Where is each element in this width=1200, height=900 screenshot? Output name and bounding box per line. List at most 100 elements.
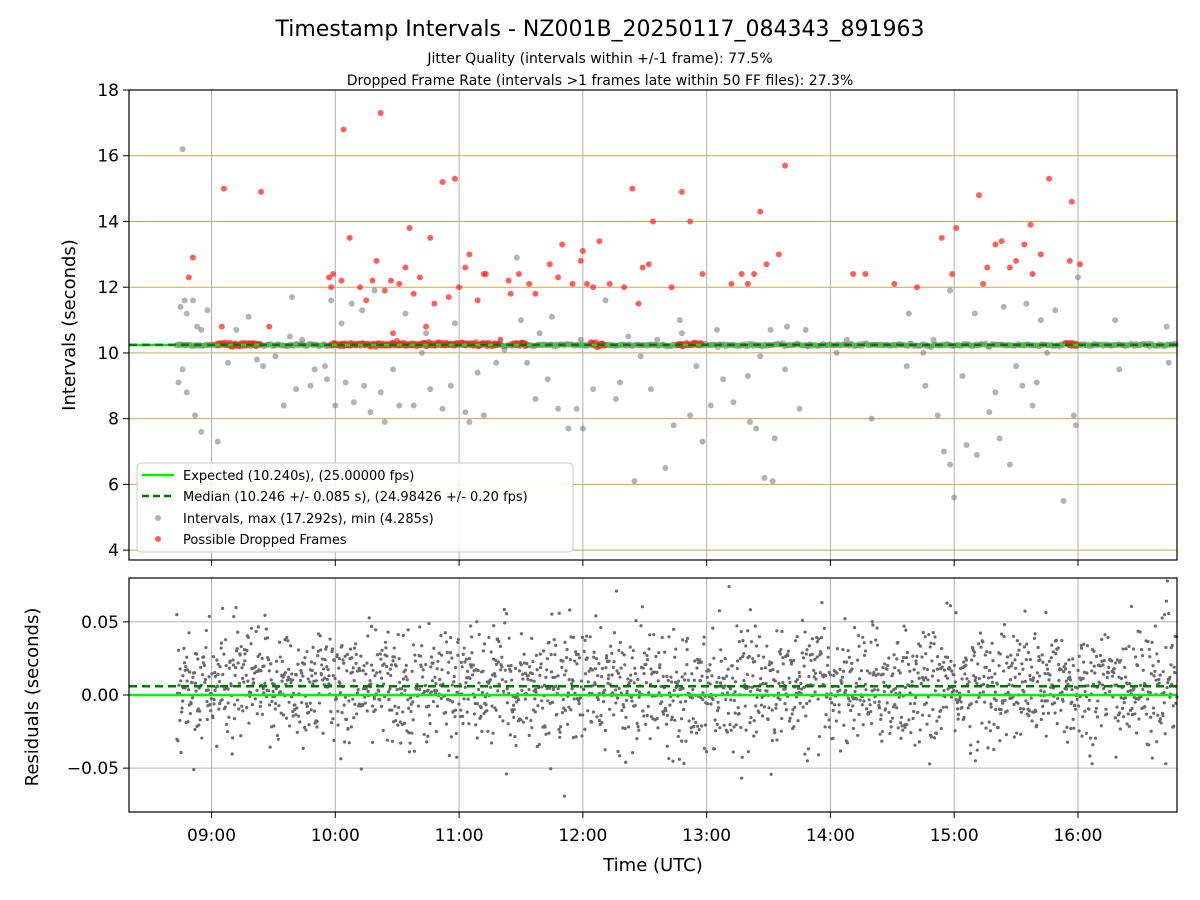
residual-point xyxy=(176,648,181,652)
residual-point xyxy=(550,612,554,616)
residual-point xyxy=(882,680,886,684)
residual-point xyxy=(351,697,355,701)
dropped-frame-point xyxy=(505,277,512,284)
residual-point xyxy=(728,723,732,727)
residual-point xyxy=(412,749,417,753)
residual-point xyxy=(713,729,718,733)
residual-point xyxy=(1015,731,1019,735)
residual-point xyxy=(700,674,704,678)
residual-point xyxy=(737,639,741,644)
residual-point xyxy=(319,648,323,652)
residual-point xyxy=(547,640,551,644)
dropped-frame-point xyxy=(451,175,458,182)
y-tick-label: 6 xyxy=(108,475,119,495)
residual-point xyxy=(535,744,539,749)
residual-point xyxy=(1073,703,1077,707)
residual-point xyxy=(634,618,638,623)
residual-point xyxy=(381,728,385,733)
residual-point xyxy=(242,680,246,684)
residual-point xyxy=(448,651,453,655)
dropped-frame-point xyxy=(445,294,452,301)
residual-point xyxy=(964,658,969,662)
residual-point xyxy=(735,667,739,671)
residual-point xyxy=(551,687,555,691)
dropped-frame-point xyxy=(596,238,603,245)
residual-point xyxy=(533,697,537,701)
residual-point xyxy=(289,644,293,648)
residual-point xyxy=(562,794,566,798)
residual-point xyxy=(300,700,304,705)
residual-point xyxy=(198,718,202,722)
residual-point xyxy=(817,734,821,739)
residual-point xyxy=(594,657,599,661)
residual-point xyxy=(269,662,273,666)
residual-point xyxy=(781,656,785,660)
dropped-frame-point xyxy=(439,179,446,186)
residual-point xyxy=(1079,643,1083,647)
residual-point xyxy=(1164,762,1168,766)
residual-point xyxy=(295,706,299,710)
residual-point xyxy=(242,648,247,652)
residual-point xyxy=(812,675,816,679)
dropped-frame-point xyxy=(1066,257,1073,264)
residual-point xyxy=(1102,687,1106,691)
residual-point xyxy=(401,710,405,714)
residual-point xyxy=(459,708,463,712)
residual-point xyxy=(1065,740,1070,744)
residual-point xyxy=(1163,732,1167,736)
residual-point xyxy=(615,669,619,673)
residual-point xyxy=(1165,686,1169,690)
residual-point xyxy=(770,708,774,712)
residual-point xyxy=(431,661,435,665)
residual-point xyxy=(774,706,778,710)
residual-point xyxy=(665,744,669,748)
interval-point xyxy=(951,494,958,501)
residual-point xyxy=(1023,679,1027,683)
residual-point xyxy=(335,653,339,657)
residual-point xyxy=(1073,707,1078,711)
dropped-frame-point xyxy=(569,280,576,287)
residual-point xyxy=(680,675,684,679)
residual-point xyxy=(917,676,921,680)
residual-point xyxy=(1118,727,1122,731)
residual-point xyxy=(1133,700,1137,704)
residual-point xyxy=(804,652,808,656)
interval-point xyxy=(693,363,700,370)
residual-point xyxy=(988,729,993,733)
residual-point xyxy=(956,717,960,721)
residual-point xyxy=(924,652,928,656)
residual-point xyxy=(556,674,560,678)
dropped-frame-point xyxy=(763,261,770,268)
residual-point xyxy=(788,716,792,720)
residual-point xyxy=(549,767,553,771)
residual-point xyxy=(1072,726,1076,730)
x-tick-label: 10:00 xyxy=(311,826,360,846)
dropped-frame-point xyxy=(185,274,192,281)
residual-point xyxy=(568,657,572,662)
residual-point xyxy=(956,712,961,716)
residual-point xyxy=(879,713,883,717)
residual-point xyxy=(671,759,675,763)
residual-point xyxy=(1071,664,1075,668)
residual-point xyxy=(746,749,751,754)
residual-point xyxy=(426,688,430,692)
residual-point xyxy=(685,636,690,641)
residual-point xyxy=(290,678,295,682)
residual-point xyxy=(241,676,245,680)
residual-point xyxy=(565,722,570,727)
interval-point xyxy=(769,478,776,485)
residual-point xyxy=(997,664,1001,668)
intervals-y-label: Intervals (seconds) xyxy=(59,239,80,411)
residual-point xyxy=(316,649,320,653)
residual-point xyxy=(1079,646,1084,650)
residual-point xyxy=(583,727,587,731)
residual-point xyxy=(275,733,280,738)
residual-point xyxy=(674,647,678,651)
residual-point xyxy=(198,709,202,713)
residual-point xyxy=(667,635,671,639)
residual-point xyxy=(760,695,764,699)
residual-point xyxy=(648,737,652,741)
interval-point xyxy=(963,441,970,448)
residual-point xyxy=(766,717,770,722)
residual-point xyxy=(576,652,580,657)
